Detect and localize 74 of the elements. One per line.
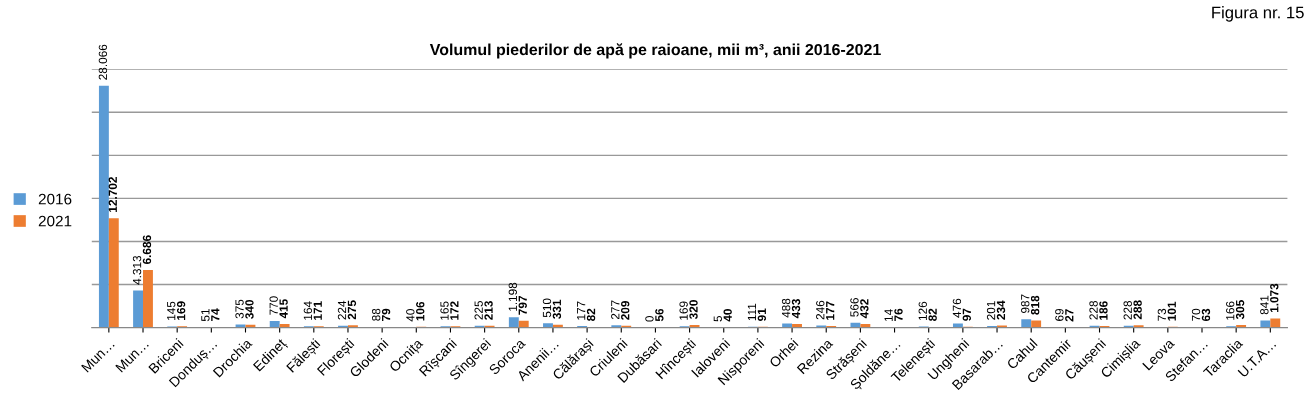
data-label: 106 (416, 301, 425, 321)
legend-label: 2016 (38, 193, 72, 205)
legend-label: 2021 (38, 215, 72, 227)
data-label: 145 (167, 301, 176, 320)
data-label: 818 (1030, 295, 1040, 315)
data-label: 841 (1260, 295, 1269, 315)
data-label: 169 (679, 301, 688, 320)
data-label: 40 (723, 309, 732, 322)
data-label: 228 (1123, 300, 1132, 320)
data-label: 74 (211, 308, 220, 321)
text: Figura nr. 15 (1212, 6, 1304, 22)
data-label: 476 (952, 298, 962, 318)
data-label: 91 (757, 308, 767, 321)
data-label: 111 (747, 303, 757, 321)
data-label: 213 (484, 300, 493, 320)
data-label: 770 (269, 296, 278, 315)
data-label: 101 (1167, 301, 1176, 321)
data-label: 82 (928, 308, 937, 321)
data-label: 97 (962, 308, 971, 321)
data-label: 209 (621, 301, 630, 320)
data-label: 79 (381, 308, 391, 321)
data-label: 73 (1157, 308, 1167, 321)
data-label: 1.073 (1270, 283, 1279, 313)
data-label: 51 (201, 309, 210, 322)
data-label: 28.066 (98, 44, 108, 80)
data-label: 415 (279, 299, 288, 319)
data-label: 275 (347, 300, 357, 320)
data-label: 126 (918, 301, 927, 321)
data-label: 375 (235, 299, 244, 319)
data-label: 331 (552, 299, 562, 319)
data-label: 305 (1235, 300, 1245, 320)
data-label: 5 (713, 315, 722, 322)
data-label: 277 (611, 300, 620, 320)
data-label: 432 (860, 299, 869, 319)
data-label: 172 (450, 301, 459, 320)
data-label: 566 (850, 298, 859, 317)
data-label: 4.313 (132, 255, 142, 285)
data-label: 27 (1065, 309, 1074, 322)
data-label: 797 (518, 296, 527, 315)
data-label: 177 (826, 301, 835, 320)
data-label: 56 (655, 308, 664, 322)
data-label: 6.686 (142, 235, 152, 265)
data-label: 12.702 (108, 177, 117, 212)
data-label: 76 (894, 308, 903, 321)
data-label: 69 (1055, 308, 1064, 321)
data-label: 177 (577, 301, 586, 320)
data-label: 433 (791, 299, 801, 319)
data-label: 169 (176, 301, 186, 320)
data-label: 1.198 (508, 282, 517, 311)
data-label: 88 (371, 308, 381, 321)
data-label: 40 (406, 309, 415, 322)
chart-title: Volumul piederilor de apă pe raioane, mii m³, anii 2016-2021 (429, 43, 881, 59)
data-label: 340 (245, 299, 254, 319)
data-label: 201 (986, 301, 996, 320)
data-label: 0 (645, 315, 654, 322)
data-label: 82 (586, 308, 596, 321)
data-label: 234 (996, 300, 1006, 320)
data-label: 288 (1133, 300, 1142, 320)
data-label: 987 (1021, 294, 1030, 314)
data-label: 186 (1099, 301, 1108, 320)
data-label: 70 (1191, 308, 1201, 321)
data-label: 488 (781, 298, 791, 318)
data-label: 320 (689, 300, 698, 320)
data-label: 510 (542, 298, 552, 318)
data-label: 225 (474, 300, 483, 320)
data-label: 166 (1226, 301, 1235, 320)
data-label: 164 (303, 301, 313, 320)
data-label: 228 (1089, 300, 1098, 320)
data-label: 165 (440, 301, 449, 320)
data-label: 224 (337, 300, 347, 320)
data-label: 63 (1201, 308, 1211, 322)
data-label: 171 (313, 301, 322, 320)
data-label: 14 (884, 309, 893, 322)
data-label: 246 (816, 300, 825, 320)
